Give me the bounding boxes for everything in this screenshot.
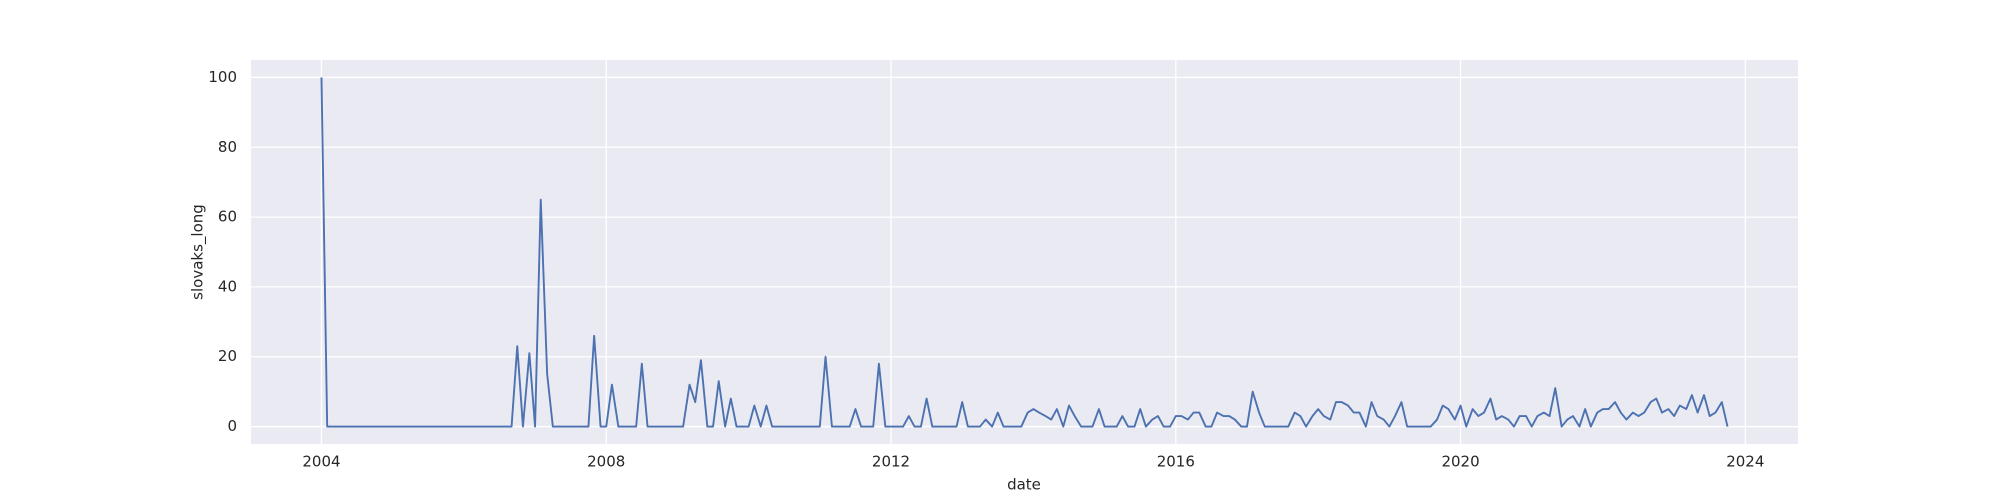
plot-area [251, 60, 1798, 444]
y-tick-label: 100 [208, 68, 237, 86]
x-tick-label: 2016 [1157, 453, 1195, 471]
y-tick-label: 20 [218, 347, 237, 365]
x-tick-label: 2020 [1441, 453, 1479, 471]
x-axis-label: date [1007, 476, 1041, 494]
x-tick-label: 2012 [872, 453, 910, 471]
line-series [320, 77, 1729, 428]
y-axis-label: slovaks_long [189, 204, 208, 300]
x-tick-label: 2004 [302, 453, 340, 471]
x-tick-label: 2008 [587, 453, 625, 471]
y-tick-label: 60 [218, 208, 237, 226]
y-tick-label: 0 [227, 417, 237, 435]
x-tick-label: 2024 [1726, 453, 1764, 471]
y-tick-label: 80 [218, 138, 237, 156]
marks [320, 77, 1729, 428]
y-tick-label: 40 [218, 277, 237, 295]
grid [251, 60, 1798, 444]
